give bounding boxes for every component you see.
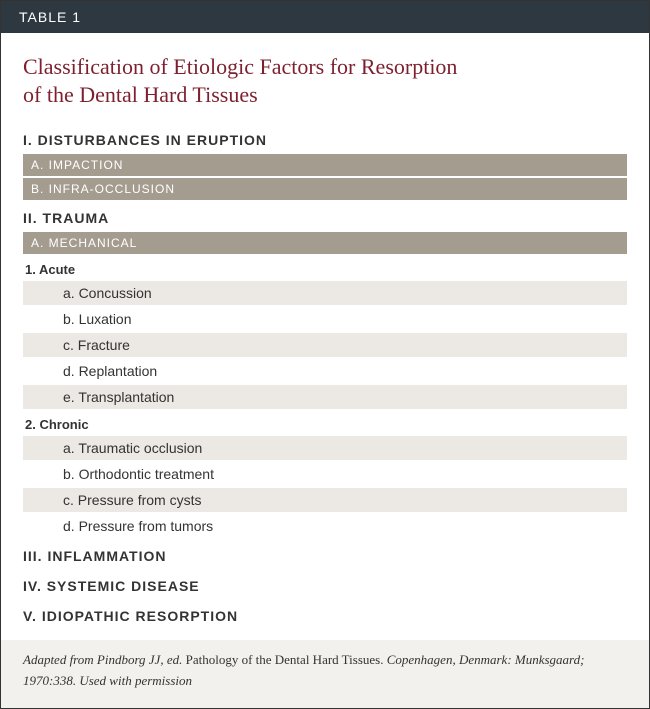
citation-pre: Adapted from Pindborg JJ, ed. [23,652,186,667]
section-1-band-b: B. INFRA-OCCLUSION [23,178,627,200]
sub1-item-c: c. Fracture [23,333,627,357]
sub2-item-b: b. Orthodontic treatment [23,462,627,486]
sub1-item-d: d. Replantation [23,359,627,383]
sub1-item-b: b. Luxation [23,307,627,331]
table-number: TABLE 1 [19,9,81,25]
table-container: TABLE 1 Classification of Etiologic Fact… [0,0,650,709]
citation-book: Pathology of the Dental Hard Tissues. [186,652,384,667]
section-3-heading: III. INFLAMMATION [23,540,627,570]
sub1-item-a: a. Concussion [23,281,627,305]
table-title: Classification of Etiologic Factors for … [23,53,627,108]
sub2-item-a: a. Traumatic occlusion [23,436,627,460]
section-2-band-a: A. MECHANICAL [23,232,627,254]
sub-2-heading: 2. Chronic [23,411,627,436]
section-2-heading: II. TRAUMA [23,202,627,232]
section-1-heading: I. DISTURBANCES IN ERUPTION [23,124,627,154]
section-1-band-a: A. IMPACTION [23,154,627,176]
sub-1-heading: 1. Acute [23,256,627,281]
table-content: I. DISTURBANCES IN ERUPTION A. IMPACTION… [1,124,649,640]
citation-footer: Adapted from Pindborg JJ, ed. Pathology … [1,640,649,708]
title-line-1: Classification of Etiologic Factors for … [23,54,457,79]
section-4-heading: IV. SYSTEMIC DISEASE [23,570,627,600]
sub2-item-d: d. Pressure from tumors [23,514,627,538]
sub1-item-e: e. Transplantation [23,385,627,409]
section-5-heading: V. IDIOPATHIC RESORPTION [23,600,627,630]
title-block: Classification of Etiologic Factors for … [1,33,649,124]
table-number-header: TABLE 1 [1,1,649,33]
sub2-item-c: c. Pressure from cysts [23,488,627,512]
title-line-2: of the Dental Hard Tissues [23,82,258,107]
